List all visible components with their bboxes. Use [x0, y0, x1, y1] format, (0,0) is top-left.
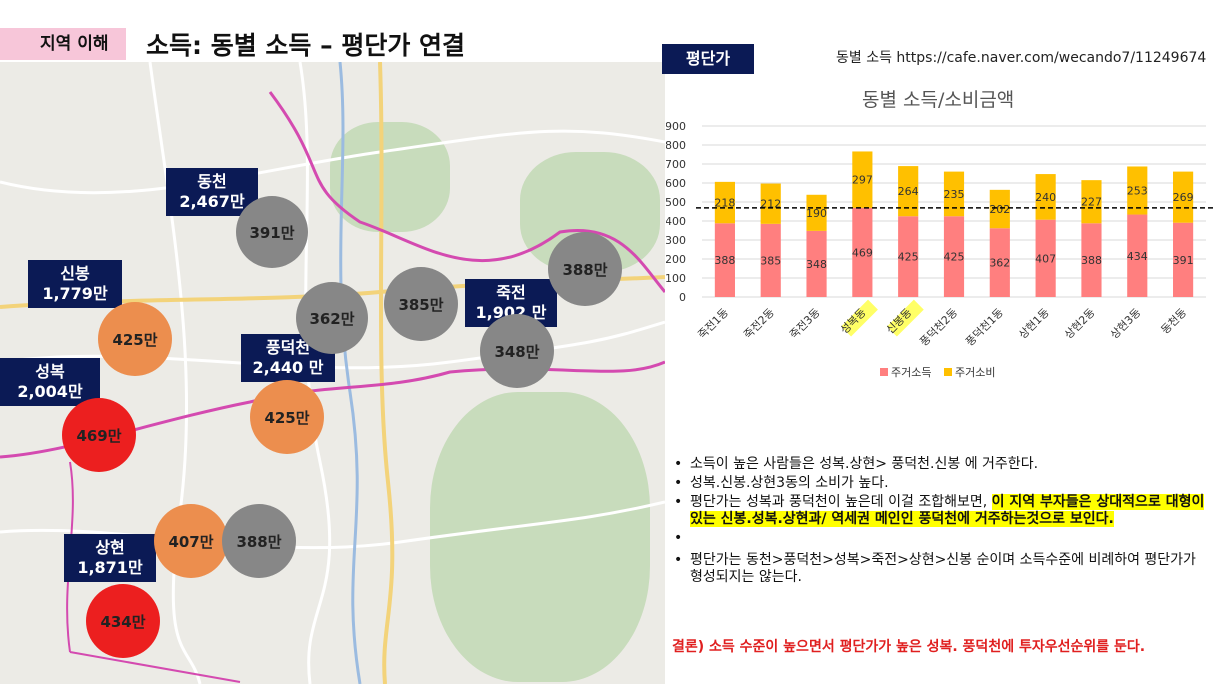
note-item: 성복.신봉.상현3동의 소비가 높다. [672, 475, 1212, 492]
x-tick-label: 죽전1동 [695, 306, 731, 342]
income-bubble: 388만 [222, 504, 296, 578]
y-tick-label: 600 [666, 177, 686, 190]
data-label-spending: 218 [714, 197, 735, 210]
y-tick-label: 700 [666, 158, 686, 171]
income-bubble: 362만 [296, 282, 368, 354]
y-tick-label: 800 [666, 139, 686, 152]
bar-income [943, 216, 965, 297]
x-tick-label: 상현2동 [1062, 306, 1098, 342]
data-label-spending: 264 [898, 185, 919, 198]
region-label-sanghyeon: 상현 1,871만 [64, 534, 156, 582]
bar-spending [1127, 166, 1148, 215]
bar-income [714, 223, 735, 297]
legend-label: 주거소득 [891, 366, 931, 379]
legend-label: 주거소비 [955, 366, 995, 379]
data-label-spending: 253 [1127, 185, 1148, 198]
income-bubble: 469만 [62, 398, 136, 472]
data-label-income: 425 [944, 251, 965, 264]
bar-spending [1173, 171, 1194, 223]
data-label-income: 348 [806, 258, 827, 271]
bar-spending [806, 194, 827, 231]
data-label-income: 362 [989, 257, 1010, 270]
data-label-income: 388 [714, 254, 735, 267]
bar-spending [989, 189, 1010, 229]
panel-tag: 평단가 [662, 44, 754, 74]
note-item: 평단가는 동천>풍덕천>성복>죽전>상현>신봉 순이며 소득수준에 비례하여 평… [672, 552, 1212, 586]
bar-income [1127, 214, 1148, 297]
data-label-spending: 212 [760, 198, 781, 211]
bar-income [898, 216, 919, 297]
bar-spending [714, 181, 735, 224]
x-tick-label: 죽전2동 [741, 306, 777, 342]
data-label-income: 385 [760, 254, 781, 267]
income-bubble: 407만 [154, 504, 228, 578]
section-tag: 지역 이해 [0, 28, 126, 60]
y-tick-label: 200 [666, 253, 686, 266]
chart-title: 동별 소득/소비금액 [862, 89, 1015, 111]
stacked-bar-chart: 0 100 200 300 400 500 600 700 800 900 388 218 죽전1동 38… [666, 120, 1216, 379]
x-tick-label: 풍덕천1동 [962, 305, 1005, 348]
category-highlight [886, 299, 924, 337]
data-label-income: 407 [1035, 252, 1056, 265]
x-tick-label: 상현1동 [1016, 306, 1052, 342]
data-label-spending: 227 [1081, 196, 1102, 209]
income-bubble: 425만 [250, 380, 324, 454]
bar-income [760, 223, 781, 297]
x-tick-label: 풍덕천2동 [917, 305, 960, 348]
data-label-spending: 202 [989, 203, 1010, 216]
x-tick-label: 동천동 [1158, 305, 1189, 336]
income-bubble: 434만 [86, 584, 160, 658]
x-tick-label: 상현3동 [1108, 306, 1144, 342]
legend-swatch [944, 368, 952, 376]
bar-income [1081, 223, 1102, 297]
region-label-seongbok: 성복 2,004만 [0, 358, 100, 406]
y-tick-label: 0 [679, 291, 686, 304]
income-bubble: 388만 [548, 232, 622, 306]
note-item: 소득이 높은 사람들은 성복.상현> 풍덕천.신봉 에 거주한다. [672, 456, 1212, 473]
y-tick-label: 500 [666, 196, 686, 209]
conclusion-text: 결론) 소득 수준이 높으면서 평단가가 높은 성복. 풍덕천에 투자우선순위를… [672, 639, 1146, 655]
notes-list: 소득이 높은 사람들은 성복.상현> 풍덕천.신봉 에 거주한다. 성복.신봉.… [672, 456, 1212, 588]
bar-spending [943, 171, 965, 217]
data-label-income: 425 [898, 251, 919, 264]
data-label-spending: 240 [1035, 191, 1056, 204]
region-label-dongcheon: 동천 2,467만 [166, 168, 258, 216]
note-text: 평단가는 성복과 풍덕천이 높은데 이걸 조합해보면, [690, 494, 992, 510]
data-label-income: 469 [852, 246, 873, 259]
data-label-spending: 269 [1173, 191, 1194, 204]
note-item: 평단가는 성복과 풍덕천이 높은데 이걸 조합해보면, 이 지역 부자들은 상대… [672, 494, 1212, 528]
bar-spending [852, 151, 873, 208]
y-tick-label: 300 [666, 234, 686, 247]
income-bubble: 348만 [480, 314, 554, 388]
data-label-income: 434 [1127, 250, 1148, 263]
legend-swatch [880, 368, 888, 376]
bar-spending [760, 183, 781, 224]
bar-income [1035, 219, 1056, 297]
y-tick-label: 900 [666, 120, 686, 133]
page-title: 소득: 동별 소득 – 평단가 연결 [146, 31, 466, 60]
data-label-income: 388 [1081, 254, 1102, 267]
bar-income [989, 228, 1010, 297]
data-label-income: 391 [1173, 254, 1194, 267]
data-label-spending: 297 [852, 174, 873, 187]
income-bubble: 425만 [98, 302, 172, 376]
bar-income [852, 207, 873, 297]
park-area [430, 392, 650, 682]
bar-income [1173, 222, 1194, 297]
data-label-spending: 235 [944, 188, 965, 201]
bar-spending [898, 166, 919, 217]
region-label-sinbong: 신봉 1,779만 [28, 260, 122, 308]
y-tick-label: 100 [666, 272, 686, 285]
income-bubble: 385만 [384, 267, 458, 341]
y-tick-label: 400 [666, 215, 686, 228]
bar-spending [1081, 180, 1102, 224]
x-tick-label: 죽전3동 [787, 306, 823, 342]
income-bubble: 391만 [236, 196, 308, 268]
category-highlight [841, 299, 878, 337]
map-area: 동천 2,467만 신봉 1,779만 풍덕천 2,440 만 죽전 1,902 만 성… [0, 62, 665, 684]
source-text: 동별 소득 https://cafe.naver.com/wecando7/11… [836, 50, 1207, 66]
data-label-spending: 190 [806, 207, 827, 220]
note-spacer [672, 530, 1212, 550]
bar-income [806, 230, 827, 297]
